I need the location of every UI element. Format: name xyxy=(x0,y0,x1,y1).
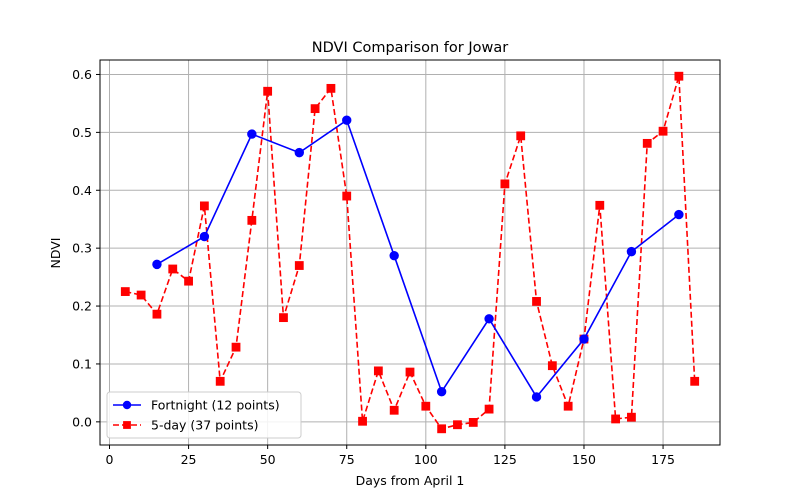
y-axis-label: NDVI xyxy=(48,238,63,269)
x-tick-label: 125 xyxy=(493,452,517,467)
data-point xyxy=(611,414,621,424)
x-tick-label: 175 xyxy=(651,452,675,467)
data-point xyxy=(247,129,257,139)
data-point xyxy=(658,126,668,136)
data-point xyxy=(215,376,225,386)
data-point xyxy=(389,250,399,261)
y-tick-label: 0.0 xyxy=(72,414,92,429)
legend-label: 5-day (37 points) xyxy=(151,418,258,433)
x-tick-label: 100 xyxy=(414,452,438,467)
data-point xyxy=(484,314,494,324)
data-point xyxy=(136,290,146,300)
data-point xyxy=(642,138,652,148)
data-point xyxy=(405,367,415,377)
data-point xyxy=(468,418,478,427)
legend-label: Fortnight (12 points) xyxy=(151,398,280,413)
data-point xyxy=(437,424,447,434)
data-point xyxy=(199,231,210,242)
legend-box xyxy=(106,391,302,439)
data-series xyxy=(120,71,700,434)
data-point xyxy=(421,401,431,411)
series-0 xyxy=(152,115,684,402)
data-point xyxy=(294,261,304,270)
legend-entry: Fortnight (12 points) xyxy=(113,398,280,413)
data-point xyxy=(373,366,383,376)
x-tick-label: 50 xyxy=(260,452,276,467)
data-point xyxy=(579,334,589,344)
grid-lines xyxy=(100,60,720,445)
series-1 xyxy=(120,71,700,434)
data-point xyxy=(516,131,526,141)
data-point xyxy=(231,342,241,352)
data-point xyxy=(358,416,367,426)
data-point xyxy=(294,147,304,158)
data-point xyxy=(674,209,684,220)
data-point xyxy=(279,313,288,323)
y-tick-label: 0.1 xyxy=(72,356,92,371)
data-point xyxy=(120,287,130,296)
data-point xyxy=(342,115,352,125)
data-point xyxy=(626,246,637,257)
y-tick-label: 0.3 xyxy=(72,241,92,256)
data-point xyxy=(263,86,273,96)
data-point xyxy=(453,420,462,430)
data-point xyxy=(342,191,352,201)
y-tick-label: 0.2 xyxy=(72,299,92,314)
x-tick-label: 25 xyxy=(181,452,197,467)
x-axis-label: Days from April 1 xyxy=(356,473,465,488)
x-tick-label: 0 xyxy=(106,452,114,467)
axis-ticks: 0 25 50 75 100 125 150 175 0.0 0.1 0.2 0.3 0.4 0.5 0.6 xyxy=(72,67,675,467)
data-point xyxy=(310,104,320,114)
legend-marker xyxy=(122,400,132,410)
data-point xyxy=(389,405,399,415)
y-tick-label: 0.4 xyxy=(72,183,92,198)
data-point xyxy=(168,264,178,274)
y-tick-label: 0.6 xyxy=(72,67,92,82)
data-point xyxy=(326,83,336,93)
legend-marker xyxy=(123,421,131,429)
plot-frame xyxy=(99,59,721,446)
x-tick-label: 75 xyxy=(339,452,355,467)
data-point xyxy=(531,392,542,402)
data-point xyxy=(484,404,494,414)
data-point xyxy=(674,71,684,81)
data-point xyxy=(532,297,541,306)
data-point xyxy=(199,201,209,211)
data-point xyxy=(547,361,557,371)
legend-entry: 5-day (37 points) xyxy=(113,418,258,433)
chart-title: NDVI Comparison for Jowar xyxy=(312,40,508,56)
legend: Fortnight (12 points) 5-day (37 points) xyxy=(106,391,302,439)
x-tick-label: 150 xyxy=(572,452,596,467)
data-point xyxy=(595,200,605,210)
data-point xyxy=(152,309,162,319)
data-point xyxy=(184,276,193,286)
data-point xyxy=(627,412,636,422)
series-line xyxy=(156,118,680,399)
data-point xyxy=(247,215,257,225)
data-point xyxy=(152,259,162,270)
data-point xyxy=(436,387,447,397)
data-point xyxy=(500,179,510,189)
data-point xyxy=(690,376,700,386)
data-point xyxy=(563,401,573,411)
y-tick-label: 0.5 xyxy=(72,125,92,140)
